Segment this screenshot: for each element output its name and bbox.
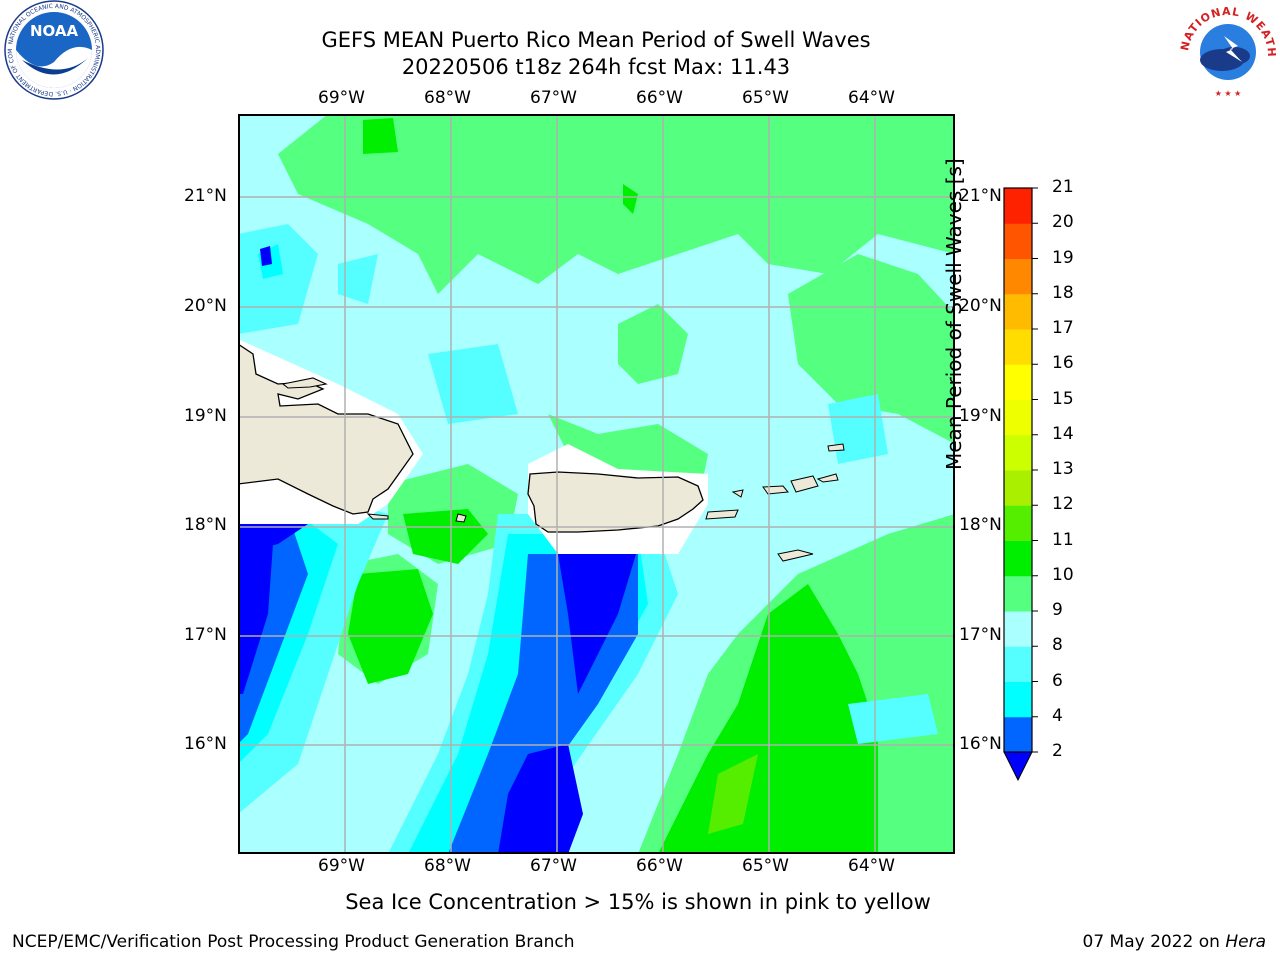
lat-label-left: 17°N: [184, 625, 227, 645]
colorbar-tick-label: 12: [1052, 494, 1074, 515]
swell-11-12-region: [708, 754, 758, 834]
colorbar-tick-label: 10: [1052, 564, 1074, 585]
lat-label-left: 18°N: [184, 515, 227, 535]
colorbar-tick-label: 11: [1052, 529, 1074, 550]
lat-label-left: 16°N: [184, 734, 227, 754]
lon-label-top: 66°W: [636, 88, 683, 108]
colorbar-band: [1004, 470, 1032, 506]
land-puerto-rico: [527, 471, 704, 533]
lat-label-right: 21°N: [959, 186, 1002, 206]
colorbar-band: [1004, 505, 1032, 541]
colorbar-tick-label: 16: [1052, 353, 1074, 374]
lon-label-bottom: 65°W: [742, 856, 789, 876]
svg-text:★ ★ ★: ★ ★ ★: [1215, 89, 1242, 98]
noaa-logo-text: NOAA: [30, 22, 79, 40]
sea-ice-note: Sea Ice Concentration > 15% is shown in …: [345, 890, 931, 914]
colorbar-tick-label: 15: [1052, 388, 1074, 409]
lon-label-top: 69°W: [318, 88, 365, 108]
colorbar-band: [1004, 223, 1032, 259]
lat-label-right: 17°N: [959, 625, 1002, 645]
lon-label-bottom: 67°W: [530, 856, 577, 876]
lat-label-right: 19°N: [959, 406, 1002, 426]
colorbar-band: [1004, 540, 1032, 577]
swell-10-11-regions: [348, 118, 878, 854]
colorbar-tick-label: 14: [1052, 423, 1074, 444]
colorbar-band: [1004, 611, 1032, 647]
map-frame: [238, 114, 955, 854]
swell-period-map: [238, 114, 955, 854]
colorbar-extend-arrow: [1003, 751, 1033, 782]
lat-label-left: 19°N: [184, 406, 227, 426]
colorbar-band: [1004, 293, 1032, 330]
lon-label-top: 64°W: [848, 88, 895, 108]
colorbar: [1003, 187, 1038, 782]
colorbar-tick-label: 2: [1052, 741, 1063, 761]
colorbar-band: [1004, 681, 1032, 718]
colorbar-band: [1004, 646, 1032, 682]
lat-label-right: 20°N: [959, 296, 1002, 316]
lon-label-top: 65°W: [742, 88, 789, 108]
colorbar-band: [1004, 188, 1032, 224]
map-subtitle: 20220506 t18z 264h fcst Max: 11.43: [401, 55, 791, 79]
colorbar-band: [1004, 399, 1032, 436]
colorbar-band: [1004, 364, 1032, 400]
lat-label-right: 18°N: [959, 515, 1002, 535]
colorbar-tick-label: 6: [1052, 670, 1063, 691]
colorbar-band: [1004, 258, 1032, 295]
colorbar-band: [1004, 329, 1032, 365]
nws-logo: NATIONAL WEATHER SERVICE ★ ★ ★: [1176, 0, 1277, 98]
footer-credit: NCEP/EMC/Verification Post Processing Pr…: [12, 932, 575, 952]
colorbar-tick-label: 18: [1052, 282, 1074, 303]
colorbar-tick-label: 8: [1052, 635, 1063, 656]
lon-label-top: 67°W: [530, 88, 577, 108]
colorbar-tick-label: 19: [1052, 247, 1074, 268]
colorbar-tick-label: 17: [1052, 318, 1074, 338]
lon-label-top: 68°W: [424, 88, 471, 108]
colorbar-band: [1004, 716, 1032, 753]
colorbar-band: [1004, 434, 1032, 471]
land-small-islands: [705, 443, 845, 562]
graticule: [238, 114, 955, 854]
colorbar-tick-label: 20: [1052, 212, 1074, 233]
footer-machine: Hera: [1225, 932, 1266, 952]
map-title: GEFS MEAN Puerto Rico Mean Period of Swe…: [321, 28, 871, 52]
footer-date: 07 May 2022 on Hera: [1083, 932, 1267, 952]
colorbar-tick-label: 4: [1052, 705, 1063, 726]
lon-label-bottom: 69°W: [318, 856, 365, 876]
colorbar-tick-label: 9: [1052, 600, 1063, 620]
lat-label-right: 16°N: [959, 734, 1002, 754]
lon-label-bottom: 64°W: [848, 856, 895, 876]
lat-label-left: 21°N: [184, 186, 227, 206]
noaa-logo: NOAA NATIONAL OCEANIC AND ATMOSPHERIC AD…: [2, 0, 104, 100]
colorbar-tick-label: 13: [1052, 459, 1074, 479]
lon-label-bottom: 66°W: [636, 856, 683, 876]
colorbar-title: Mean Period of Swell Waves [s]: [942, 158, 967, 470]
footer-date-text: 07 May 2022 on: [1082, 932, 1226, 952]
lon-label-bottom: 68°W: [424, 856, 471, 876]
colorbar-tick-label: 21: [1052, 177, 1074, 197]
lat-label-left: 20°N: [184, 296, 227, 316]
colorbar-band: [1004, 575, 1032, 612]
